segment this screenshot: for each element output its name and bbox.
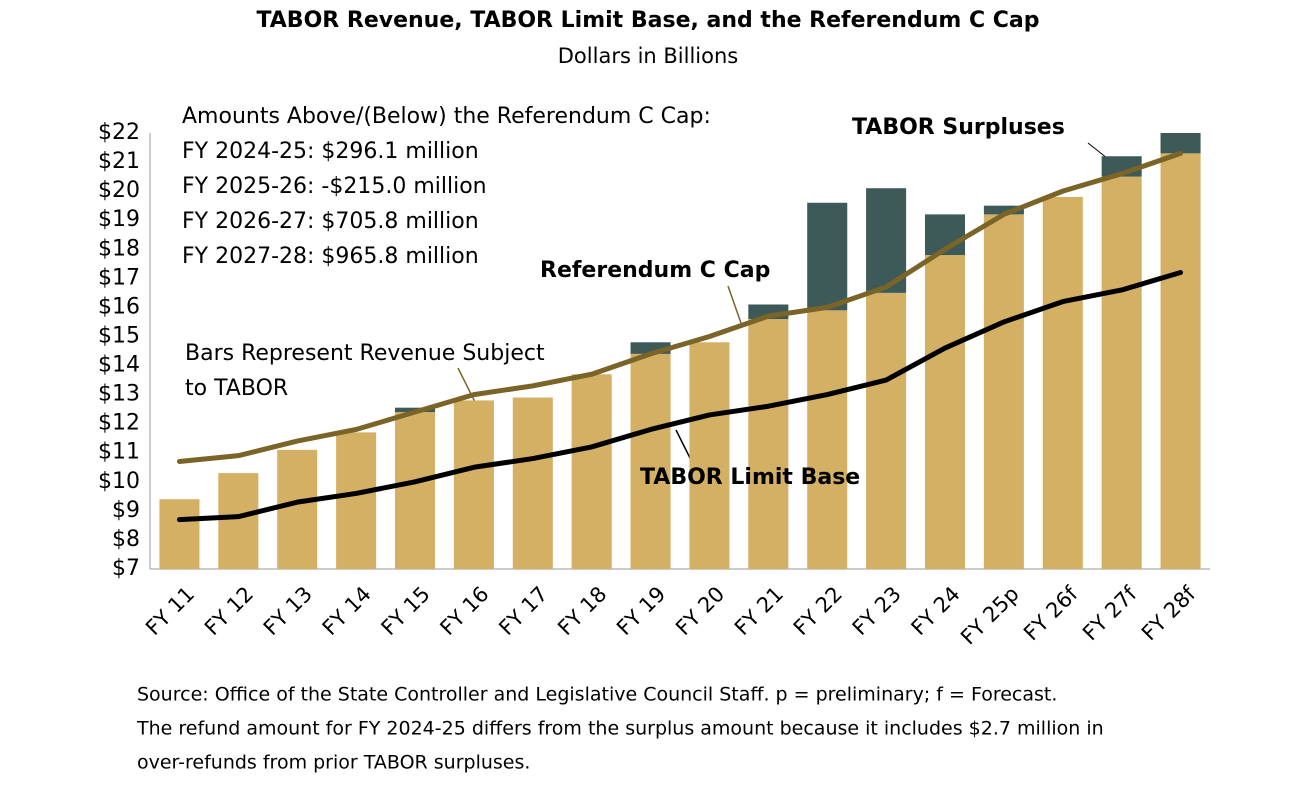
annotation: FY 2027-28: $965.8 million	[182, 244, 479, 269]
y-tick-label: $11	[98, 440, 140, 465]
y-tick-label: $12	[98, 411, 140, 436]
bar	[277, 449, 318, 569]
x-tick-label: FY 15	[377, 582, 435, 640]
y-tick-label: $17	[98, 265, 140, 290]
bar	[571, 374, 612, 569]
x-tick-label: FY 26f	[1019, 581, 1083, 645]
y-tick-label: $18	[98, 236, 140, 261]
bar	[1160, 153, 1201, 569]
y-tick-label: $14	[98, 353, 140, 378]
x-tick-label: FY 21	[730, 582, 788, 640]
bar	[866, 292, 907, 569]
x-tick-label: FY 23	[848, 582, 906, 640]
x-tick-label: FY 19	[612, 582, 670, 640]
y-tick-label: $22	[98, 120, 140, 145]
annotation: FY 2025-26: -$215.0 million	[182, 174, 487, 199]
y-tick-label: $20	[98, 178, 140, 203]
leader-line	[675, 429, 693, 463]
bar	[983, 214, 1024, 570]
annotation: FY 2026-27: $705.8 million	[182, 209, 479, 234]
bar	[689, 342, 730, 569]
bar	[336, 432, 377, 569]
chart-subtitle: Dollars in Billions	[558, 44, 738, 68]
bar	[630, 353, 671, 569]
x-tick-label: FY 17	[494, 582, 552, 640]
x-tick-label: FY 11	[141, 582, 199, 640]
x-tick-label: FY 22	[789, 582, 847, 640]
y-tick-label: $10	[98, 469, 140, 494]
annotation: Referendum C Cap	[540, 258, 770, 283]
bar	[866, 188, 907, 293]
y-tick-label: $15	[98, 323, 140, 348]
x-tick-label: FY 13	[259, 582, 317, 640]
y-tick-label: $19	[98, 207, 140, 232]
bar	[924, 255, 966, 569]
bar	[748, 319, 789, 569]
x-tick-label: FY 27f	[1078, 581, 1142, 645]
y-tick-label: $21	[98, 149, 140, 174]
chart-title: TABOR Revenue, TABOR Limit Base, and the…	[256, 8, 1039, 33]
bar	[394, 412, 436, 569]
bar	[218, 473, 259, 569]
bar	[807, 202, 848, 311]
leader-line	[727, 285, 742, 324]
annotation: to TABOR	[185, 376, 288, 401]
annotation: Amounts Above/(Below) the Referendum C C…	[182, 104, 711, 129]
x-tick-label: FY 25p	[956, 582, 1024, 650]
annotation: TABOR Surpluses	[852, 115, 1065, 140]
bar	[1042, 196, 1083, 570]
y-tick-label: $9	[112, 498, 140, 523]
x-tick-label: FY 18	[553, 582, 611, 640]
footnote: The refund amount for FY 2024-25 differs…	[136, 718, 1104, 740]
bar	[983, 205, 1024, 215]
bar	[512, 397, 553, 569]
annotation: TABOR Limit Base	[640, 465, 860, 490]
bar	[1160, 133, 1201, 154]
annotation: Bars Represent Revenue Subject	[185, 341, 545, 366]
footnote: Source: Office of the State Controller a…	[137, 684, 1057, 706]
bar	[159, 499, 200, 569]
x-tick-label: FY 28f	[1137, 581, 1201, 645]
bar	[630, 342, 671, 354]
x-tick-label: FY 20	[671, 582, 729, 640]
x-tick-label: FY 16	[435, 582, 493, 640]
y-tick-label: $7	[112, 556, 140, 581]
bar	[453, 400, 494, 569]
y-tick-label: $13	[98, 382, 140, 407]
y-tick-label: $8	[112, 527, 140, 552]
x-tick-label: FY 12	[200, 582, 258, 640]
x-tick-label: FY 14	[318, 582, 376, 640]
bar	[807, 310, 848, 569]
annotation: FY 2024-25: $296.1 million	[182, 139, 479, 164]
footnote: over-refunds from prior TABOR surpluses.	[137, 752, 530, 774]
bar	[1101, 176, 1142, 569]
line	[176, 270, 1184, 523]
line	[176, 150, 1184, 464]
y-tick-label: $16	[98, 294, 140, 319]
